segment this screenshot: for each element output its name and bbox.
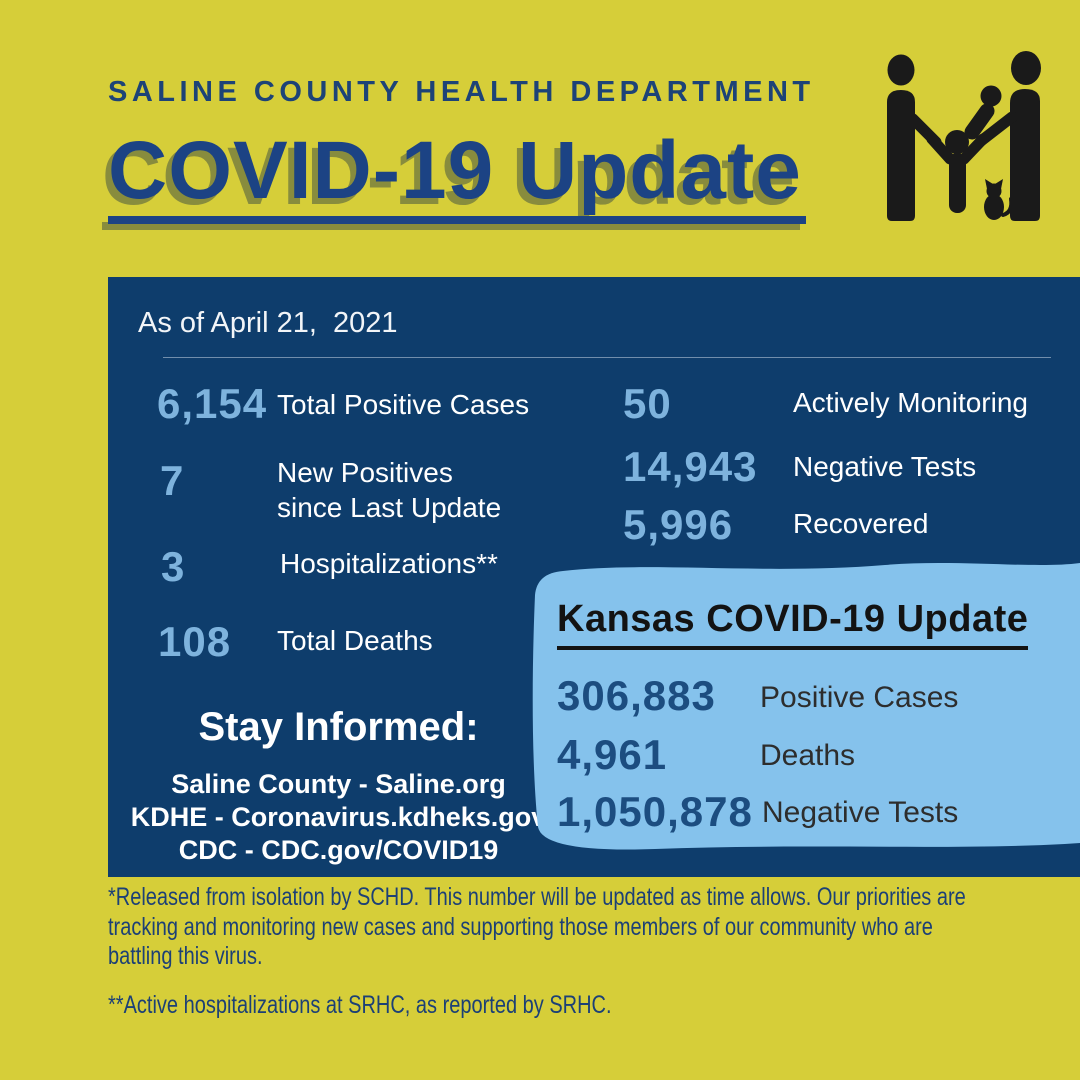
stat-label-total-deaths: Total Deaths [277, 625, 433, 656]
kansas-stat-value-positive-cases: 306,883 [557, 672, 716, 719]
kansas-stat-label-negative-tests: Negative Tests [762, 796, 959, 829]
stat-label-total-positive: Total Positive Cases [277, 389, 530, 420]
family-icon [887, 51, 1041, 221]
kansas-stat-label-positive-cases: Positive Cases [760, 681, 959, 714]
stay-informed-link-saline: Saline County - Saline.org [171, 769, 506, 799]
stat-value-recovered: 5,996 [623, 501, 734, 548]
stat-value-total-deaths: 108 [158, 618, 232, 665]
kansas-panel-shape [532, 563, 1080, 850]
stay-informed-block: Stay Informed: Saline County - Saline.or… [116, 705, 561, 867]
footnote-isolation: *Released from isolation by SCHD. This n… [108, 883, 966, 970]
kansas-title: Kansas COVID-19 Update [557, 598, 1029, 650]
stat-label-hospitalizations: Hospitalizations** [280, 548, 498, 579]
footnote-hospitalizations: **Active hospitalizations at SRHC, as re… [108, 991, 612, 1019]
stay-informed-link-kdhe: KDHE - Coronavirus.kdheks.gov [130, 802, 547, 832]
stat-label-new-positives: New Positives since Last Update [277, 457, 502, 523]
stat-label-recovered: Recovered [793, 508, 929, 539]
stay-informed-link-cdc: CDC - CDC.gov/COVID19 [178, 835, 499, 865]
divider-line [163, 357, 1051, 358]
as-of-date: As of April 21, 2021 [138, 307, 398, 339]
page-title: COVID-19 Update [108, 130, 806, 224]
stat-value-hospitalizations: 3 [161, 543, 186, 590]
stat-value-total-positive: 6,154 [157, 380, 268, 427]
kansas-stat-value-deaths: 4,961 [557, 731, 668, 778]
stat-value-negative-tests: 14,943 [623, 443, 758, 490]
department-name: SALINE COUNTY HEALTH DEPARTMENT [108, 76, 815, 108]
stay-informed-heading: Stay Informed: [198, 705, 479, 749]
kansas-stat-value-negative-tests: 1,050,878 [557, 788, 753, 835]
kansas-stat-label-deaths: Deaths [760, 739, 856, 772]
stat-value-actively-monitoring: 50 [623, 380, 672, 427]
stat-label-actively-monitoring: Actively Monitoring [793, 387, 1028, 418]
stat-value-new-positives: 7 [160, 457, 185, 504]
stat-label-negative-tests: Negative Tests [793, 451, 977, 482]
